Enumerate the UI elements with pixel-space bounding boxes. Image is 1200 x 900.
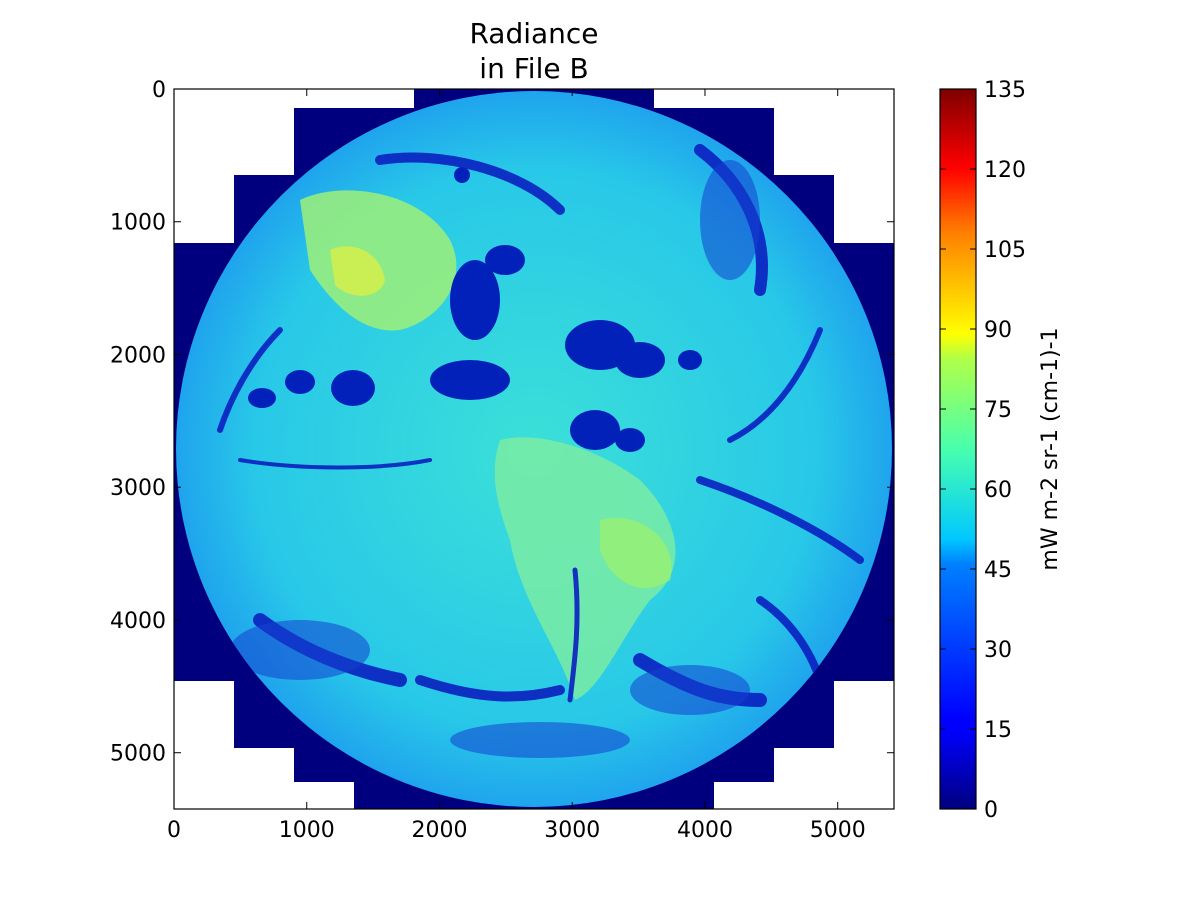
y-axis: 0 1000 2000 3000 4000 5000	[110, 78, 894, 767]
y-tick-label: 5000	[110, 742, 166, 767]
x-tick-label: 0	[167, 818, 181, 843]
colorbar-tick-label: 75	[984, 398, 1012, 423]
y-tick-label: 0	[152, 78, 166, 103]
y-tick-label: 3000	[110, 476, 166, 501]
earth-disk	[176, 91, 892, 807]
colorbar-ticks: 0 15 30 45 60 75 90 105 120 135	[940, 78, 1026, 823]
colorbar-tick-label: 15	[984, 718, 1012, 743]
colorbar-tick-label: 120	[984, 158, 1026, 183]
x-tick-label: 2000	[411, 818, 467, 843]
chart-title-line2: in File B	[479, 52, 588, 85]
colorbar-tick-label: 135	[984, 78, 1026, 103]
x-tick-label: 1000	[279, 818, 335, 843]
plot-frame	[173, 88, 895, 810]
y-tick-label: 2000	[110, 343, 166, 368]
colorbar-tick-label: 60	[984, 478, 1012, 503]
x-axis: 0 1000 2000 3000 4000 5000	[167, 89, 866, 843]
colorbar-tick-label: 105	[984, 238, 1026, 263]
radiance-image	[174, 89, 894, 809]
x-tick-label: 3000	[544, 818, 600, 843]
colorbar-tick-label: 0	[984, 798, 998, 823]
colorbar-tick-label: 30	[984, 638, 1012, 663]
colorbar-label: mW m-2 sr-1 (cm-1)-1	[1038, 327, 1063, 570]
chart-title-line1: Radiance	[469, 17, 598, 50]
y-tick-label: 4000	[110, 609, 166, 634]
x-tick-label: 4000	[677, 818, 733, 843]
y-tick-label: 1000	[110, 211, 166, 236]
colorbar-tick-label: 45	[984, 558, 1012, 583]
colorbar-tick-label: 90	[984, 318, 1012, 343]
x-tick-label: 5000	[810, 818, 866, 843]
colorbar	[939, 88, 977, 810]
